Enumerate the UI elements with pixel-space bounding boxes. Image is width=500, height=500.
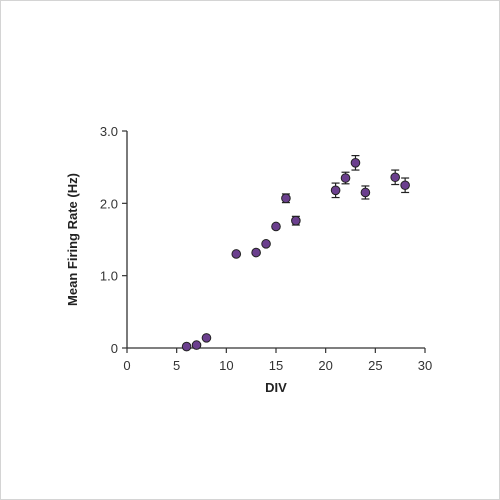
data-point bbox=[231, 249, 242, 259]
data-point bbox=[271, 221, 281, 232]
y-ticks: 0 1.0 2.0 3.0 bbox=[100, 124, 127, 356]
y-tick-label: 1.0 bbox=[100, 269, 118, 284]
axes bbox=[126, 131, 425, 349]
y-tick-label: 2.0 bbox=[100, 196, 118, 211]
data-point bbox=[360, 187, 371, 198]
data-point bbox=[251, 247, 261, 258]
data-point bbox=[340, 173, 351, 183]
data-point bbox=[291, 215, 301, 226]
x-axis-title: DIV bbox=[265, 380, 287, 395]
data-point bbox=[201, 333, 212, 343]
data-point bbox=[400, 180, 410, 191]
data-point bbox=[261, 239, 271, 249]
x-tick-label: 20 bbox=[318, 358, 332, 373]
x-tick-label: 0 bbox=[123, 358, 130, 373]
y-tick-label: 3.0 bbox=[100, 124, 118, 139]
data-point bbox=[390, 172, 401, 183]
x-tick-label: 30 bbox=[418, 358, 432, 373]
data-point bbox=[181, 341, 192, 352]
x-tick-label: 25 bbox=[368, 358, 382, 373]
x-ticks: 0 5 10 15 20 25 30 bbox=[123, 348, 432, 373]
data-point bbox=[281, 193, 291, 204]
y-axis-title: Mean Firing Rate (Hz) bbox=[65, 173, 80, 306]
data-point bbox=[191, 340, 202, 350]
data-point bbox=[350, 158, 361, 168]
y-tick-label: 0 bbox=[111, 341, 118, 356]
error-bars bbox=[281, 154, 410, 226]
x-tick-label: 10 bbox=[219, 358, 233, 373]
x-tick-label: 5 bbox=[173, 358, 180, 373]
data-points bbox=[181, 158, 410, 352]
data-point bbox=[330, 185, 341, 196]
x-tick-label: 15 bbox=[269, 358, 283, 373]
